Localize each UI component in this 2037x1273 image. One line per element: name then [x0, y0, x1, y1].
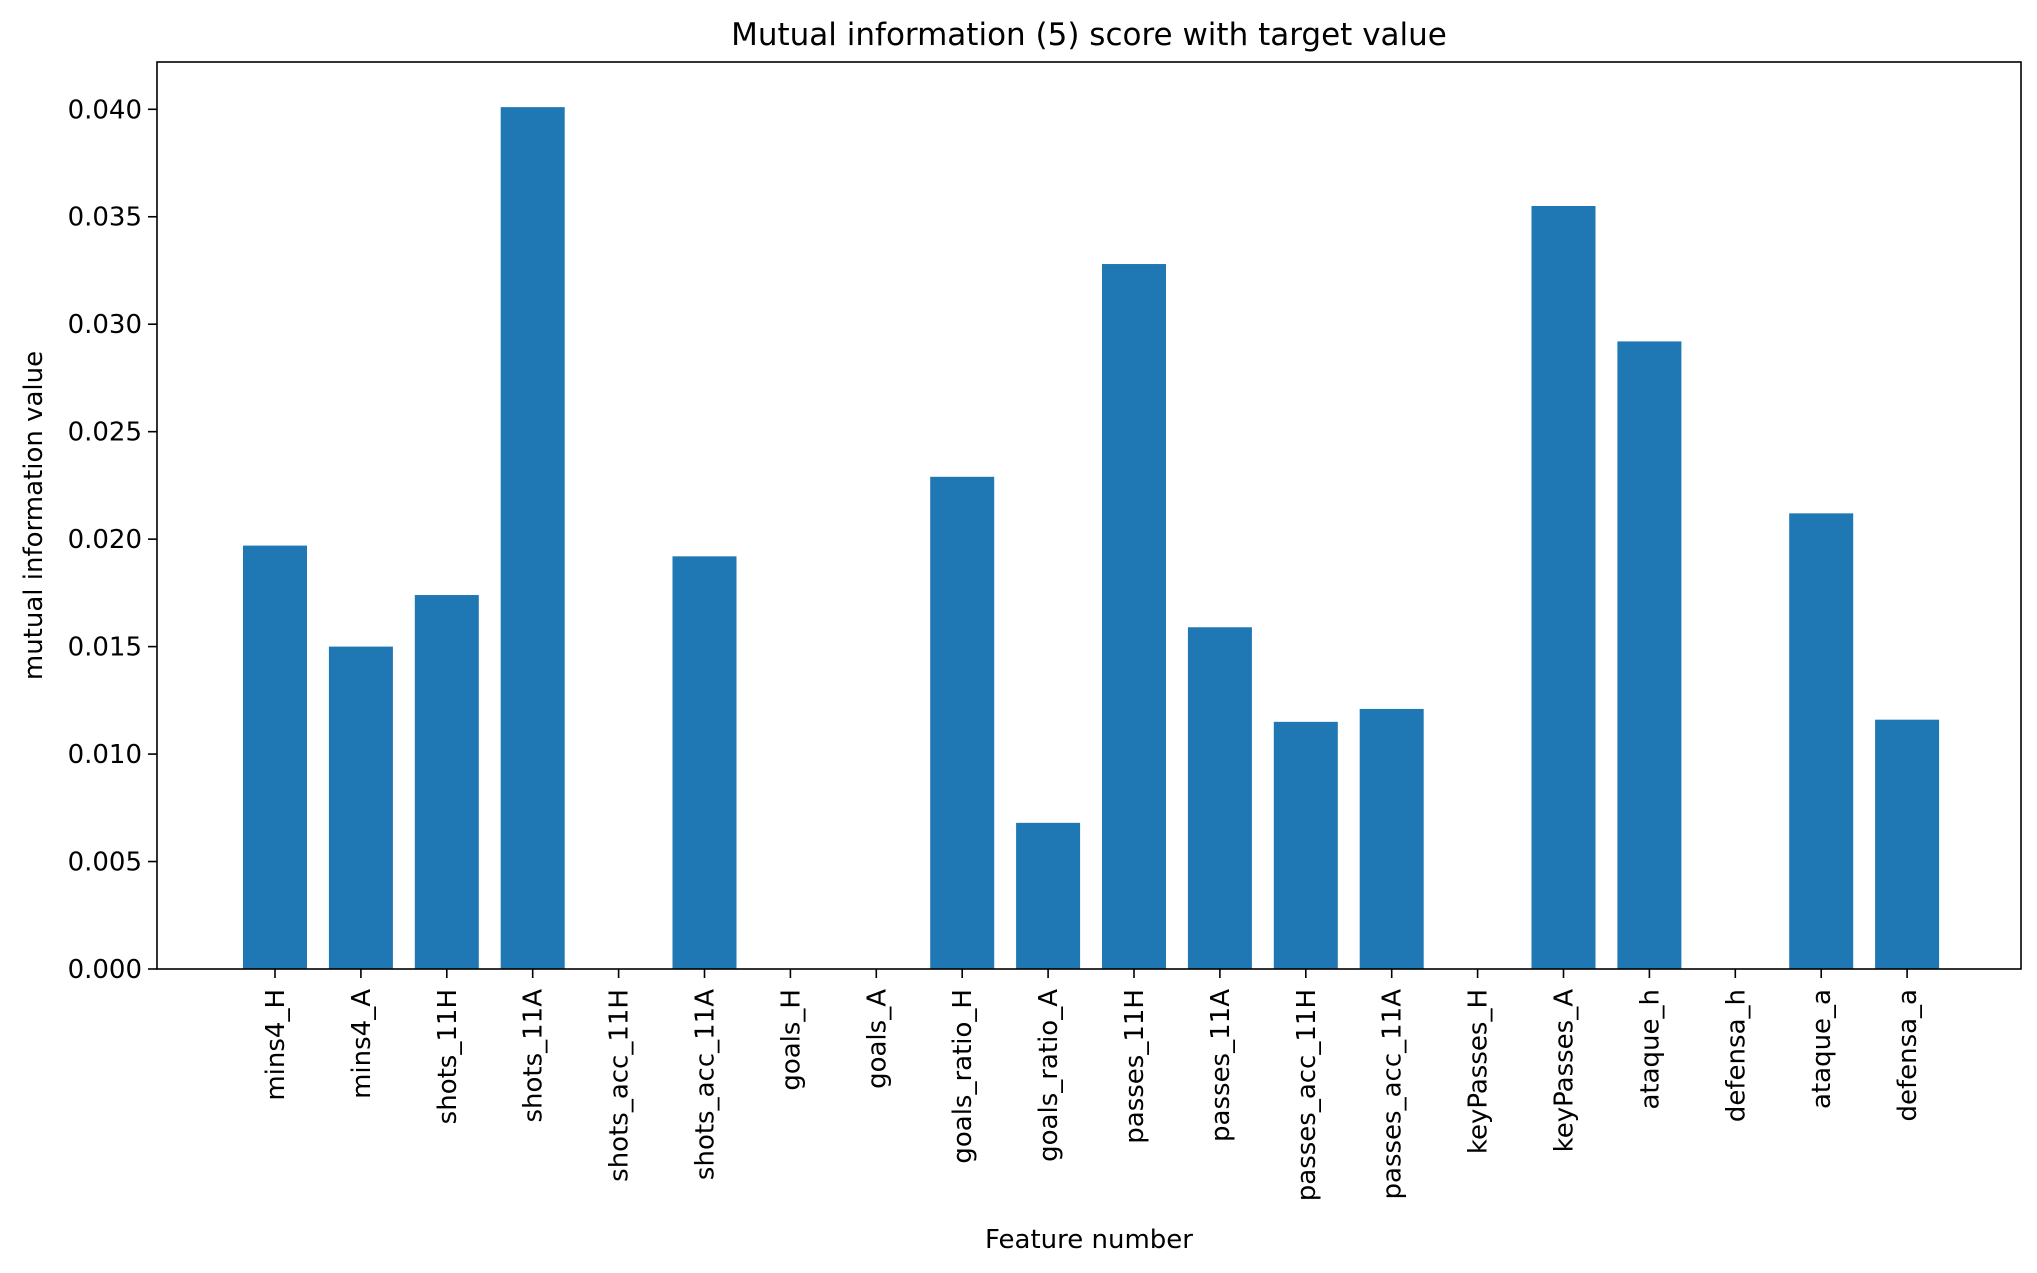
y-tick-label: 0.000 [68, 955, 142, 985]
bar-mins4_H [243, 545, 307, 969]
bar-keyPasses_A [1531, 206, 1596, 969]
x-tick-label: passes_acc_11H [1292, 989, 1322, 1201]
x-tick-label: passes_11H [1120, 989, 1150, 1144]
bar-ataque_a [1789, 513, 1854, 969]
x-tick-label: shots_acc_11H [605, 989, 635, 1182]
x-tick-label: goals_A [862, 989, 892, 1089]
bar-goals_ratio_A [1016, 822, 1081, 969]
x-tick-label: ataque_h [1635, 989, 1665, 1110]
bar-passes_acc_11A [1359, 708, 1424, 969]
bar-goals_ratio_H [930, 476, 995, 969]
chart-title: Mutual information (5) score with target… [731, 17, 1447, 53]
bars-layer [243, 107, 1940, 969]
x-tick-label: defensa_h [1721, 989, 1751, 1122]
x-tick-label: passes_11A [1206, 989, 1236, 1142]
x-tick-label: goals_ratio_A [1034, 989, 1064, 1162]
bar-passes_11H [1102, 264, 1166, 969]
x-tick-label: keyPasses_H [1464, 989, 1494, 1154]
bar-passes_acc_11H [1273, 721, 1338, 969]
y-tick-label: 0.010 [68, 740, 142, 770]
x-tick-label: shots_11H [433, 989, 463, 1124]
y-tick-label: 0.005 [68, 848, 142, 878]
x-tick-label: goals_ratio_H [948, 989, 978, 1164]
y-tick-label: 0.035 [68, 203, 142, 233]
bar-ataque_h [1617, 341, 1682, 969]
bar-defensa_a [1875, 719, 1940, 969]
plot-frame [156, 61, 2022, 970]
y-axis-ticks: 0.000 0.005 0.010 0.015 0.020 0.025 0.030 0.035… [68, 95, 157, 985]
x-tick-label: passes_acc_11A [1378, 989, 1408, 1200]
bar-shots_acc_11A [672, 556, 737, 969]
y-tick-label: 0.025 [68, 418, 142, 448]
x-axis-label: Feature number [985, 1225, 1193, 1255]
y-tick-label: 0.030 [68, 310, 142, 340]
x-tick-label: defensa_a [1893, 989, 1923, 1122]
x-axis-ticks: mins4_H mins4_A shots_11H shots_11A shots_ac… [261, 969, 1923, 1201]
y-tick-label: 0.015 [68, 633, 142, 663]
x-tick-label: mins4_H [261, 989, 291, 1101]
y-axis-label: mutual information value [19, 351, 49, 680]
x-tick-label: shots_11A [519, 989, 549, 1123]
y-tick-label: 0.040 [68, 95, 142, 125]
x-tick-label: ataque_a [1807, 989, 1837, 1109]
x-tick-label: keyPasses_A [1550, 989, 1580, 1153]
x-tick-label: shots_acc_11A [691, 989, 721, 1180]
y-tick-label: 0.020 [68, 525, 142, 555]
x-tick-label: goals_H [776, 989, 806, 1091]
bar-shots_11A [500, 107, 565, 969]
bar-shots_11H [414, 595, 479, 969]
bar-passes_11A [1187, 627, 1252, 969]
bar-mins4_A [328, 646, 393, 969]
x-tick-label: mins4_A [347, 989, 377, 1099]
